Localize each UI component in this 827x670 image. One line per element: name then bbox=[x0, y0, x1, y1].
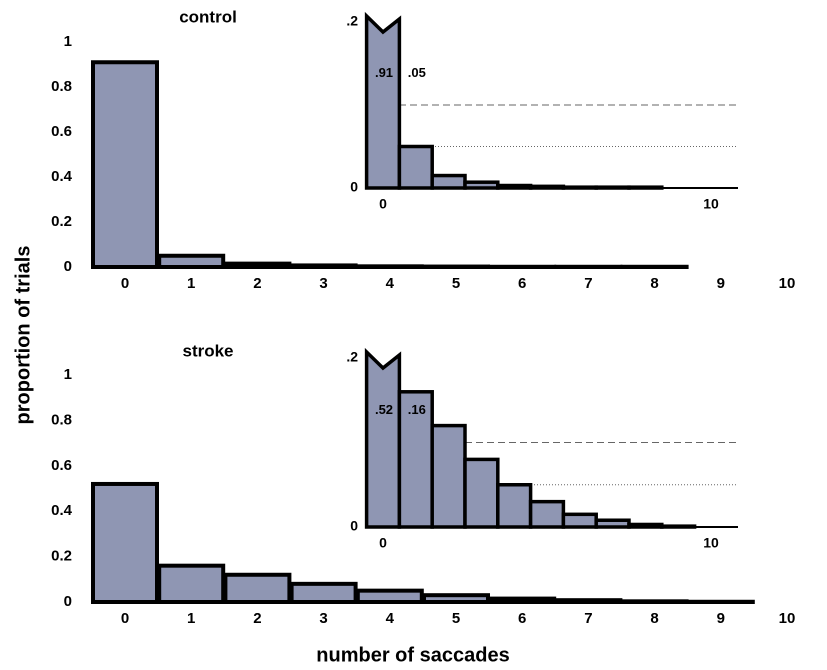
x-tick-label: 7 bbox=[584, 610, 592, 627]
chart-title: control bbox=[179, 7, 237, 26]
bar bbox=[422, 593, 490, 605]
x-tick-label: 10 bbox=[779, 610, 796, 627]
inset-y-tick-label: .2 bbox=[346, 13, 358, 29]
x-tick-label: 8 bbox=[650, 610, 658, 627]
inset-value-label: .05 bbox=[408, 65, 426, 80]
x-tick-label: 4 bbox=[386, 610, 395, 627]
x-axis-label: number of saccades bbox=[316, 644, 509, 666]
bar bbox=[289, 581, 358, 605]
y-tick-label: 0.6 bbox=[51, 123, 72, 140]
inset-x-tick-label: 0 bbox=[379, 196, 387, 212]
y-tick-label: 0 bbox=[64, 593, 72, 610]
x-tick-label: 4 bbox=[386, 275, 395, 292]
x-tick-label: 3 bbox=[319, 610, 327, 627]
inset-bar bbox=[430, 423, 467, 529]
y-tick-label: 0.8 bbox=[51, 411, 72, 428]
y-tick-label: 0.4 bbox=[51, 168, 73, 185]
inset-x-tick-label: 10 bbox=[703, 535, 719, 551]
x-tick-label: 0 bbox=[121, 610, 129, 627]
y-tick-label: 0.6 bbox=[51, 457, 72, 474]
x-tick-label: 1 bbox=[187, 610, 195, 627]
inset-x-tick-label: 0 bbox=[379, 535, 387, 551]
inset-bar bbox=[594, 518, 631, 529]
x-tick-label: 8 bbox=[650, 275, 658, 292]
y-tick-label: 1 bbox=[64, 366, 72, 383]
y-tick-label: 1 bbox=[64, 33, 72, 50]
x-tick-label: 6 bbox=[518, 610, 526, 627]
bar bbox=[620, 599, 689, 604]
inset-x-tick-label: 10 bbox=[703, 196, 719, 212]
inset-bar bbox=[463, 457, 500, 529]
bar bbox=[91, 60, 159, 269]
inset-value-label: .91 bbox=[375, 65, 393, 80]
bar bbox=[355, 588, 424, 605]
x-tick-label: 10 bbox=[779, 275, 796, 292]
inset-value-label: .52 bbox=[375, 402, 393, 417]
bar bbox=[223, 261, 292, 269]
inset-value-label: .16 bbox=[408, 402, 426, 417]
bar bbox=[355, 264, 424, 270]
inset-bar bbox=[430, 173, 467, 190]
y-tick-label: 0.4 bbox=[51, 502, 73, 519]
inset-y-tick-label: 0 bbox=[350, 179, 358, 195]
bar bbox=[554, 598, 623, 605]
bar bbox=[488, 596, 557, 604]
inset-bar bbox=[397, 144, 434, 190]
inset-bar bbox=[496, 483, 533, 529]
x-tick-label: 9 bbox=[717, 275, 725, 292]
x-tick-label: 3 bbox=[319, 275, 327, 292]
inset-bar bbox=[561, 512, 598, 529]
bar bbox=[157, 253, 226, 269]
inset-bar bbox=[364, 347, 402, 529]
bar bbox=[157, 563, 226, 604]
x-tick-label: 2 bbox=[253, 610, 261, 627]
inset-y-tick-label: 0 bbox=[350, 518, 358, 534]
bar bbox=[91, 481, 159, 604]
y-tick-label: 0 bbox=[64, 258, 72, 275]
chart-title: stroke bbox=[182, 341, 233, 360]
y-tick-label: 0.2 bbox=[51, 213, 72, 230]
bar bbox=[223, 572, 292, 605]
x-tick-label: 6 bbox=[518, 275, 526, 292]
x-tick-label: 0 bbox=[121, 275, 129, 292]
inset-bar bbox=[528, 499, 566, 529]
x-tick-label: 1 bbox=[187, 275, 195, 292]
x-tick-label: 2 bbox=[253, 275, 261, 292]
y-tick-label: 0.2 bbox=[51, 548, 72, 565]
bar bbox=[289, 263, 358, 269]
inset-y-tick-label: .2 bbox=[346, 349, 358, 365]
x-tick-label: 9 bbox=[717, 610, 725, 627]
inset-bar bbox=[364, 11, 402, 190]
x-tick-label: 7 bbox=[584, 275, 592, 292]
x-tick-label: 5 bbox=[452, 275, 460, 292]
y-tick-label: 0.8 bbox=[51, 78, 72, 95]
inset-bar bbox=[397, 390, 434, 529]
y-axis-label: proportion of trials bbox=[12, 246, 34, 425]
x-tick-label: 5 bbox=[452, 610, 460, 627]
